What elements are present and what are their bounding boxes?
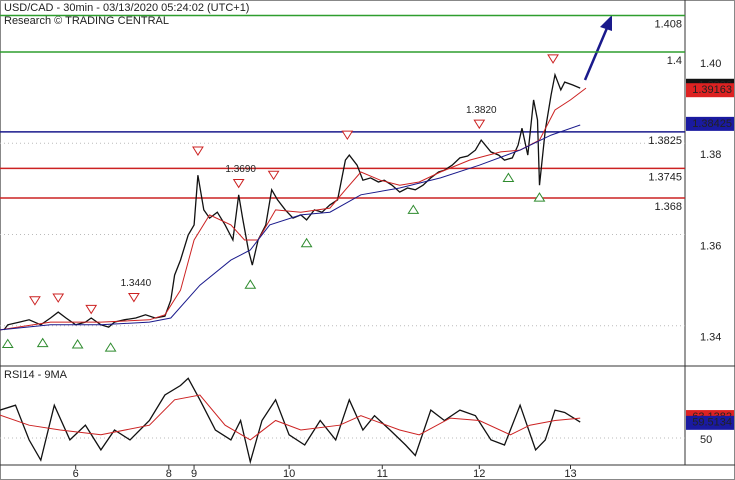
x-tick-label: 8 (166, 468, 172, 480)
high-marker (232, 178, 245, 189)
series-line (0, 124, 581, 331)
low-marker (104, 342, 117, 352)
high-marker (192, 146, 204, 156)
axis-marker (686, 116, 734, 131)
series-line (0, 87, 587, 331)
x-tick-label: 9 (191, 468, 197, 480)
axis-marker-label: 1.38425 (692, 118, 732, 130)
x-tick-label: 12 (473, 468, 485, 480)
rsi-title: RSI14 - 9MA (4, 369, 68, 381)
x-tick-label: 11 (377, 468, 388, 480)
low-marker (533, 192, 546, 202)
high-marker (127, 293, 140, 303)
axis-marker-label: 1.39163 (692, 84, 732, 96)
low-marker (36, 337, 49, 348)
x-tick-label: 6 (73, 468, 79, 480)
y-tick-label: 1.38 (700, 149, 721, 161)
level-label: 1.368 (654, 201, 682, 213)
low-marker (71, 339, 84, 349)
low-marker (502, 172, 515, 182)
high-label: 1.3690 (225, 164, 256, 175)
low-marker (300, 237, 313, 248)
axis-marker-label: 59.5134 (692, 417, 732, 429)
high-marker (547, 54, 559, 64)
series-line (3, 72, 581, 331)
axis-marker (686, 415, 734, 430)
projection-arrow (583, 27, 609, 81)
chart-subtitle: Research © TRADING CENTRAL (4, 15, 169, 27)
x-tick-label: 10 (283, 468, 295, 480)
series-line (0, 394, 581, 441)
high-label: 1.3440 (121, 278, 152, 289)
high-label: 1.3820 (466, 105, 497, 116)
level-label: 1.4 (667, 55, 682, 67)
y-tick-label: 1.34 (700, 332, 721, 344)
y-tick-label: 50 (700, 434, 712, 446)
high-marker (341, 130, 354, 141)
high-marker (473, 119, 486, 130)
x-tick-label: 13 (564, 468, 576, 480)
axis-marker (686, 83, 734, 98)
low-marker (244, 279, 257, 289)
level-label: 1.408 (654, 18, 682, 30)
series-line (0, 377, 581, 465)
chart-title: USD/CAD - 30min - 03/13/2020 05:24:02 (U… (4, 2, 249, 14)
projection-arrow-head (600, 15, 612, 31)
level-label: 1.3745 (648, 171, 682, 183)
high-marker (267, 170, 280, 181)
low-marker (1, 338, 14, 349)
y-tick-label: 1.36 (700, 240, 721, 252)
high-marker (52, 293, 65, 303)
low-marker (407, 204, 420, 214)
y-tick-label: 1.40 (700, 58, 721, 70)
high-marker (85, 304, 98, 315)
high-marker (29, 296, 41, 306)
level-label: 1.3825 (648, 135, 682, 147)
